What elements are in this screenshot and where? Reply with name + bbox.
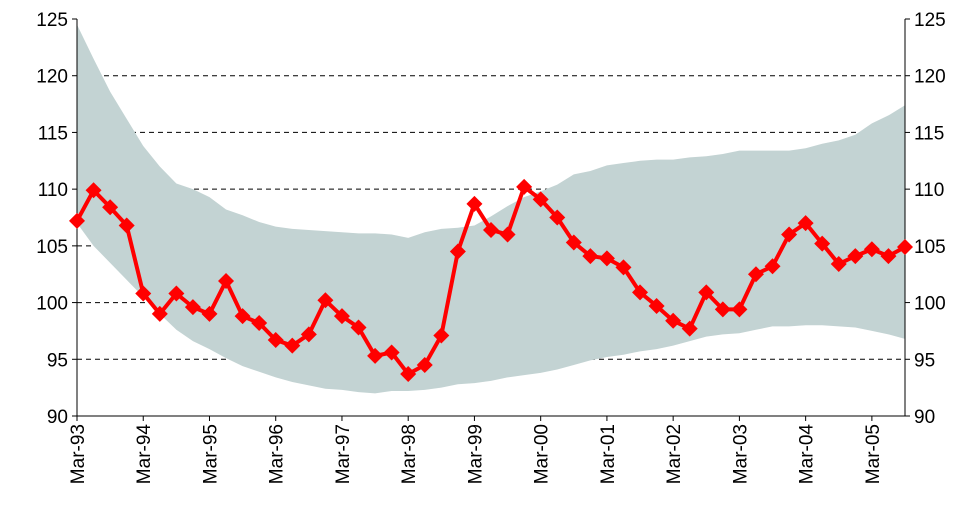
data-marker xyxy=(764,258,781,275)
data-marker xyxy=(714,301,731,318)
y-tick-label: 95 xyxy=(47,350,68,371)
y2-tick-label: 100 xyxy=(914,294,946,315)
data-marker xyxy=(565,234,582,251)
y2-tick-label: 95 xyxy=(914,350,935,371)
y-tick-label: 115 xyxy=(38,123,68,144)
data-marker xyxy=(698,284,715,301)
data-marker xyxy=(251,314,268,331)
data-marker xyxy=(747,266,764,283)
x-tick-label: Mar-93 xyxy=(68,424,89,484)
data-marker xyxy=(102,199,119,216)
data-marker xyxy=(681,320,698,337)
data-marker xyxy=(383,344,400,361)
data-marker xyxy=(184,299,201,316)
data-marker xyxy=(168,285,185,302)
data-marker xyxy=(317,292,334,309)
data-marker xyxy=(69,212,85,229)
data-marker xyxy=(483,221,499,238)
data-marker xyxy=(648,297,665,314)
y2-tick-label: 90 xyxy=(914,407,935,428)
x-tick-label: Mar-01 xyxy=(598,424,619,484)
data-marker xyxy=(731,301,748,318)
data-marker xyxy=(400,366,417,383)
x-tick-label: Mar-00 xyxy=(532,424,553,484)
data-marker xyxy=(267,332,284,349)
data-marker xyxy=(516,178,533,195)
y-tick-label: 105 xyxy=(36,237,68,258)
data-marker xyxy=(830,256,847,273)
data-marker xyxy=(151,305,168,322)
data-marker xyxy=(863,241,880,258)
x-tick-label: Mar-95 xyxy=(200,424,221,484)
x-tick-label: Mar-04 xyxy=(797,424,818,485)
x-tick-label: Mar-02 xyxy=(664,424,685,484)
data-marker xyxy=(466,195,483,212)
y2-tick-label: 110 xyxy=(914,180,944,201)
data-marker xyxy=(549,209,566,226)
x-tick-label: Mar-98 xyxy=(399,424,420,484)
data-marker xyxy=(598,250,615,267)
data-marker xyxy=(449,243,466,260)
y2-tick-label: 125 xyxy=(914,10,946,31)
data-marker xyxy=(201,305,218,322)
data-marker xyxy=(781,226,798,243)
data-marker xyxy=(367,347,384,364)
data-marker xyxy=(615,259,632,276)
data-marker xyxy=(284,337,301,354)
y-tick-label: 100 xyxy=(36,294,68,315)
data-marker xyxy=(234,308,251,325)
data-marker xyxy=(847,248,864,265)
y2-tick-label: 115 xyxy=(914,123,944,144)
y-tick-label: 90 xyxy=(47,407,68,428)
x-tick-label: Mar-96 xyxy=(267,424,288,484)
x-tick-label: Mar-99 xyxy=(465,424,486,484)
data-marker xyxy=(85,182,102,199)
data-marker xyxy=(814,235,831,252)
data-marker xyxy=(632,284,649,301)
y2-tick-label: 105 xyxy=(914,237,946,258)
data-marker xyxy=(350,319,367,336)
data-marker xyxy=(433,327,450,344)
x-tick-label: Mar-03 xyxy=(730,424,751,484)
data-marker xyxy=(880,248,897,265)
x-tick-label: Mar-05 xyxy=(863,424,884,484)
data-marker xyxy=(333,308,350,325)
data-marker xyxy=(135,285,152,302)
x-tick-label: Mar-97 xyxy=(333,424,354,484)
data-marker xyxy=(416,356,433,373)
data-marker xyxy=(665,312,682,329)
x-tick-label: Mar-94 xyxy=(134,424,155,485)
y-tick-label: 110 xyxy=(38,180,68,201)
data-marker xyxy=(582,248,599,265)
data-marker xyxy=(499,226,516,243)
band-area xyxy=(77,24,905,394)
data-marker xyxy=(797,215,814,232)
y2-tick-label: 120 xyxy=(914,67,946,88)
y-tick-label: 125 xyxy=(36,10,68,31)
data-marker xyxy=(897,238,913,255)
y-tick-label: 120 xyxy=(36,67,68,88)
data-marker xyxy=(300,326,317,343)
data-marker xyxy=(532,191,549,208)
data-marker xyxy=(218,273,235,290)
data-marker xyxy=(118,217,135,234)
